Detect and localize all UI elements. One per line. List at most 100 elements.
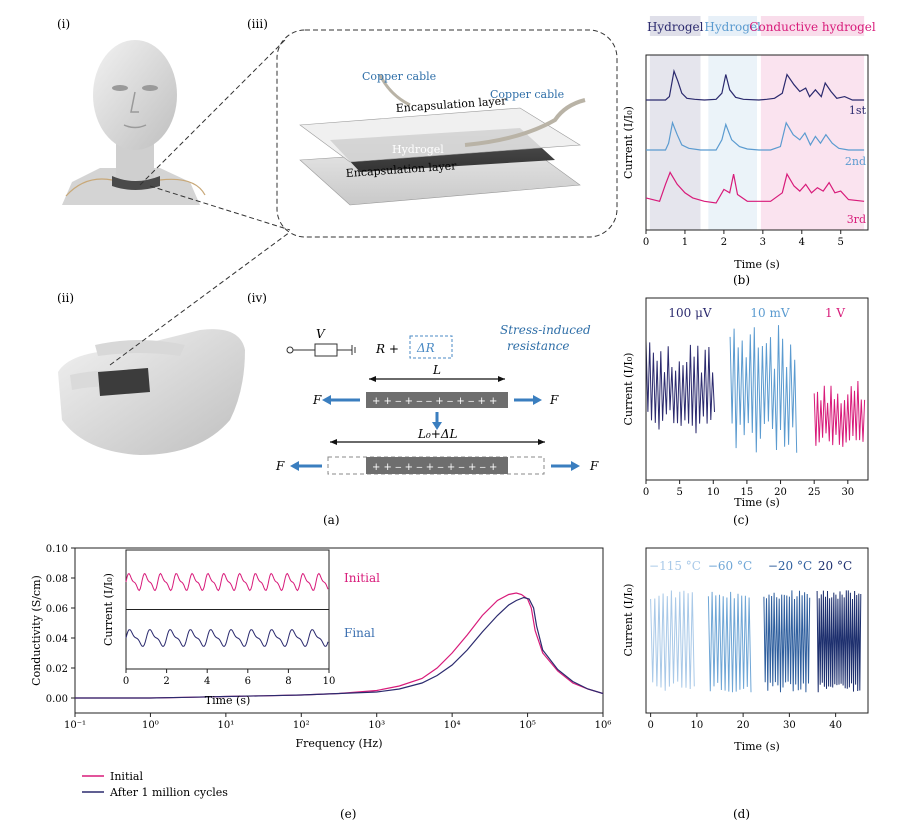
layered-device	[299, 74, 586, 206]
series-line	[816, 590, 862, 693]
chart-c: 100 μV 10 mV 1 V 0 5 10 15 20 25 30 Time (s) Curren…	[622, 297, 869, 509]
series-line	[650, 590, 695, 691]
legend-label: After 1 million cycles	[109, 786, 228, 799]
zoom-box	[276, 29, 618, 238]
inset-xtick-label: 2	[163, 676, 169, 687]
chart-c-xtick-label: 15	[741, 487, 754, 498]
circuit-diagram	[286, 335, 453, 359]
chart-e-ytick-label: 0.02	[46, 664, 68, 675]
series-line	[707, 591, 752, 693]
stress-label-2: resistance	[507, 339, 570, 353]
chart-e-ylabel: Conductivity (S/cm)	[30, 575, 43, 686]
inset-xtick-label: 8	[285, 676, 291, 687]
head-illustration	[62, 40, 206, 205]
label-iii: (iii)	[247, 17, 268, 31]
label-c: (c)	[733, 513, 749, 527]
inset-xtick-label: 4	[204, 676, 210, 687]
inset-xtick-label: 6	[245, 676, 251, 687]
length-bottom: L₀+ΔL	[417, 427, 458, 441]
chart-e-xtick-label: 10⁰	[142, 720, 159, 731]
chart-d-xtick-label: 30	[783, 720, 796, 731]
chart-e-xtick-label: 10⁵	[519, 720, 536, 731]
series-line	[645, 171, 865, 204]
chart-b-xlabel: Time (s)	[734, 258, 780, 271]
chart-b-xtick-label: 0	[643, 237, 649, 248]
chart-e-xlabel: Frequency (Hz)	[296, 737, 383, 750]
series-line	[645, 340, 715, 434]
chart-d-xtick-label: 0	[647, 720, 653, 731]
inset-xtick-label: 0	[123, 676, 129, 687]
chart-b-xtick-label: 3	[760, 237, 766, 248]
series-label: 1st	[849, 104, 867, 117]
hand-illustration	[58, 329, 245, 455]
inset-series-line	[125, 572, 329, 592]
band-label: Hydrogel	[647, 20, 704, 34]
chart-b-frame	[645, 54, 869, 231]
label-d: (d)	[733, 807, 750, 821]
stretch-diagram: + + ‒ + ‒ ‒ + ‒ + ‒ + + + + ‒ + ‒ + ‒ + …	[290, 376, 580, 475]
band-bg	[708, 55, 757, 230]
series-label: −20 °C	[768, 559, 812, 573]
chart-b-xtick-label: 2	[721, 237, 727, 248]
chart-d: −115 °C −60 °C −20 °C 20 °C 0 10 20 30 40 Time (s…	[622, 547, 869, 753]
chart-c-xtick-label: 10	[707, 487, 720, 498]
svg-text:+ + ‒ + ‒ ‒ + ‒ + ‒ + +: + + ‒ + ‒ ‒ + ‒ + ‒ + +	[372, 396, 497, 407]
chart-e-ytick-label: 0.08	[46, 574, 68, 585]
series-label: 20 °C	[818, 559, 852, 573]
panel-a: (i) (iii) (ii) (iv) (a)	[57, 17, 618, 527]
label-b: (b)	[733, 273, 750, 287]
force-left-bottom: F	[275, 459, 285, 473]
series-label: −115 °C	[649, 559, 701, 573]
band-header	[760, 16, 865, 36]
chart-e-xtick-label: 10⁴	[444, 720, 461, 731]
chart-b-xtick-label: 4	[799, 237, 805, 248]
force-right-bottom: F	[589, 459, 599, 473]
chart-c-ylabel: Current (I/I₀)	[622, 353, 635, 426]
inset-series-label: Initial	[344, 571, 380, 585]
chart-d-xlabel: Time (s)	[734, 740, 780, 753]
series-line	[813, 380, 866, 447]
force-left-top: F	[312, 393, 322, 407]
chart-c-xtick-label: 20	[774, 487, 787, 498]
chart-e-ytick-label: 0.04	[46, 634, 68, 645]
copper-cable-right: Copper cable	[490, 88, 564, 101]
series-label: 2nd	[845, 155, 866, 168]
band-header	[649, 16, 701, 36]
band-header	[708, 16, 757, 36]
series-line	[763, 590, 811, 693]
inset-ylabel: Current (I/I₀)	[102, 573, 115, 646]
chart-d-frame	[645, 547, 869, 714]
series-label: 10 mV	[750, 306, 789, 320]
chart-e-xtick-label: 10⁶	[595, 720, 612, 731]
chart-c-xlabel: Time (s)	[734, 496, 780, 509]
series-line	[729, 325, 798, 453]
series-line	[646, 120, 865, 151]
chart-c-xtick-label: 25	[808, 487, 821, 498]
chart-b-ylabel: Current (I/I₀)	[622, 106, 635, 179]
chart-e-ytick-label: 0.10	[46, 544, 68, 555]
label-ii: (ii)	[57, 291, 74, 305]
stress-label-1: Stress-induced	[500, 323, 591, 337]
label-a: (a)	[323, 513, 340, 527]
band-bg	[649, 55, 701, 230]
legend-label: Initial	[110, 770, 143, 783]
chart-d-xtick-label: 20	[737, 720, 750, 731]
chart-c-frame	[645, 297, 869, 481]
chart-e-frame	[74, 547, 604, 714]
chart-d-ylabel: Current (I/I₀)	[622, 584, 635, 657]
chart-e-xtick-label: 10³	[368, 720, 385, 731]
chart-c-xtick-label: 5	[676, 487, 682, 498]
chart-e-ytick-label: 0.06	[46, 604, 68, 615]
chart-e-ytick-label: 0.00	[46, 694, 68, 705]
chart-e-xtick-label: 10²	[293, 720, 310, 731]
chart-e: 0.00 0.02 0.04 0.06 0.08 0.10 10⁻¹ 10⁰ 10¹ 10² 10³…	[30, 544, 611, 799]
chart-e-xtick-label: 10¹	[217, 720, 234, 731]
chart-e-plot	[75, 592, 603, 699]
hydrogel-layer: Hydrogel	[392, 143, 444, 156]
inset-xtick-label: 10	[323, 676, 336, 687]
chart-c-xtick-label: 30	[841, 487, 854, 498]
series-label: −60 °C	[708, 559, 752, 573]
delta-r: ΔR	[416, 341, 435, 355]
series-label: 3rd	[847, 213, 866, 226]
